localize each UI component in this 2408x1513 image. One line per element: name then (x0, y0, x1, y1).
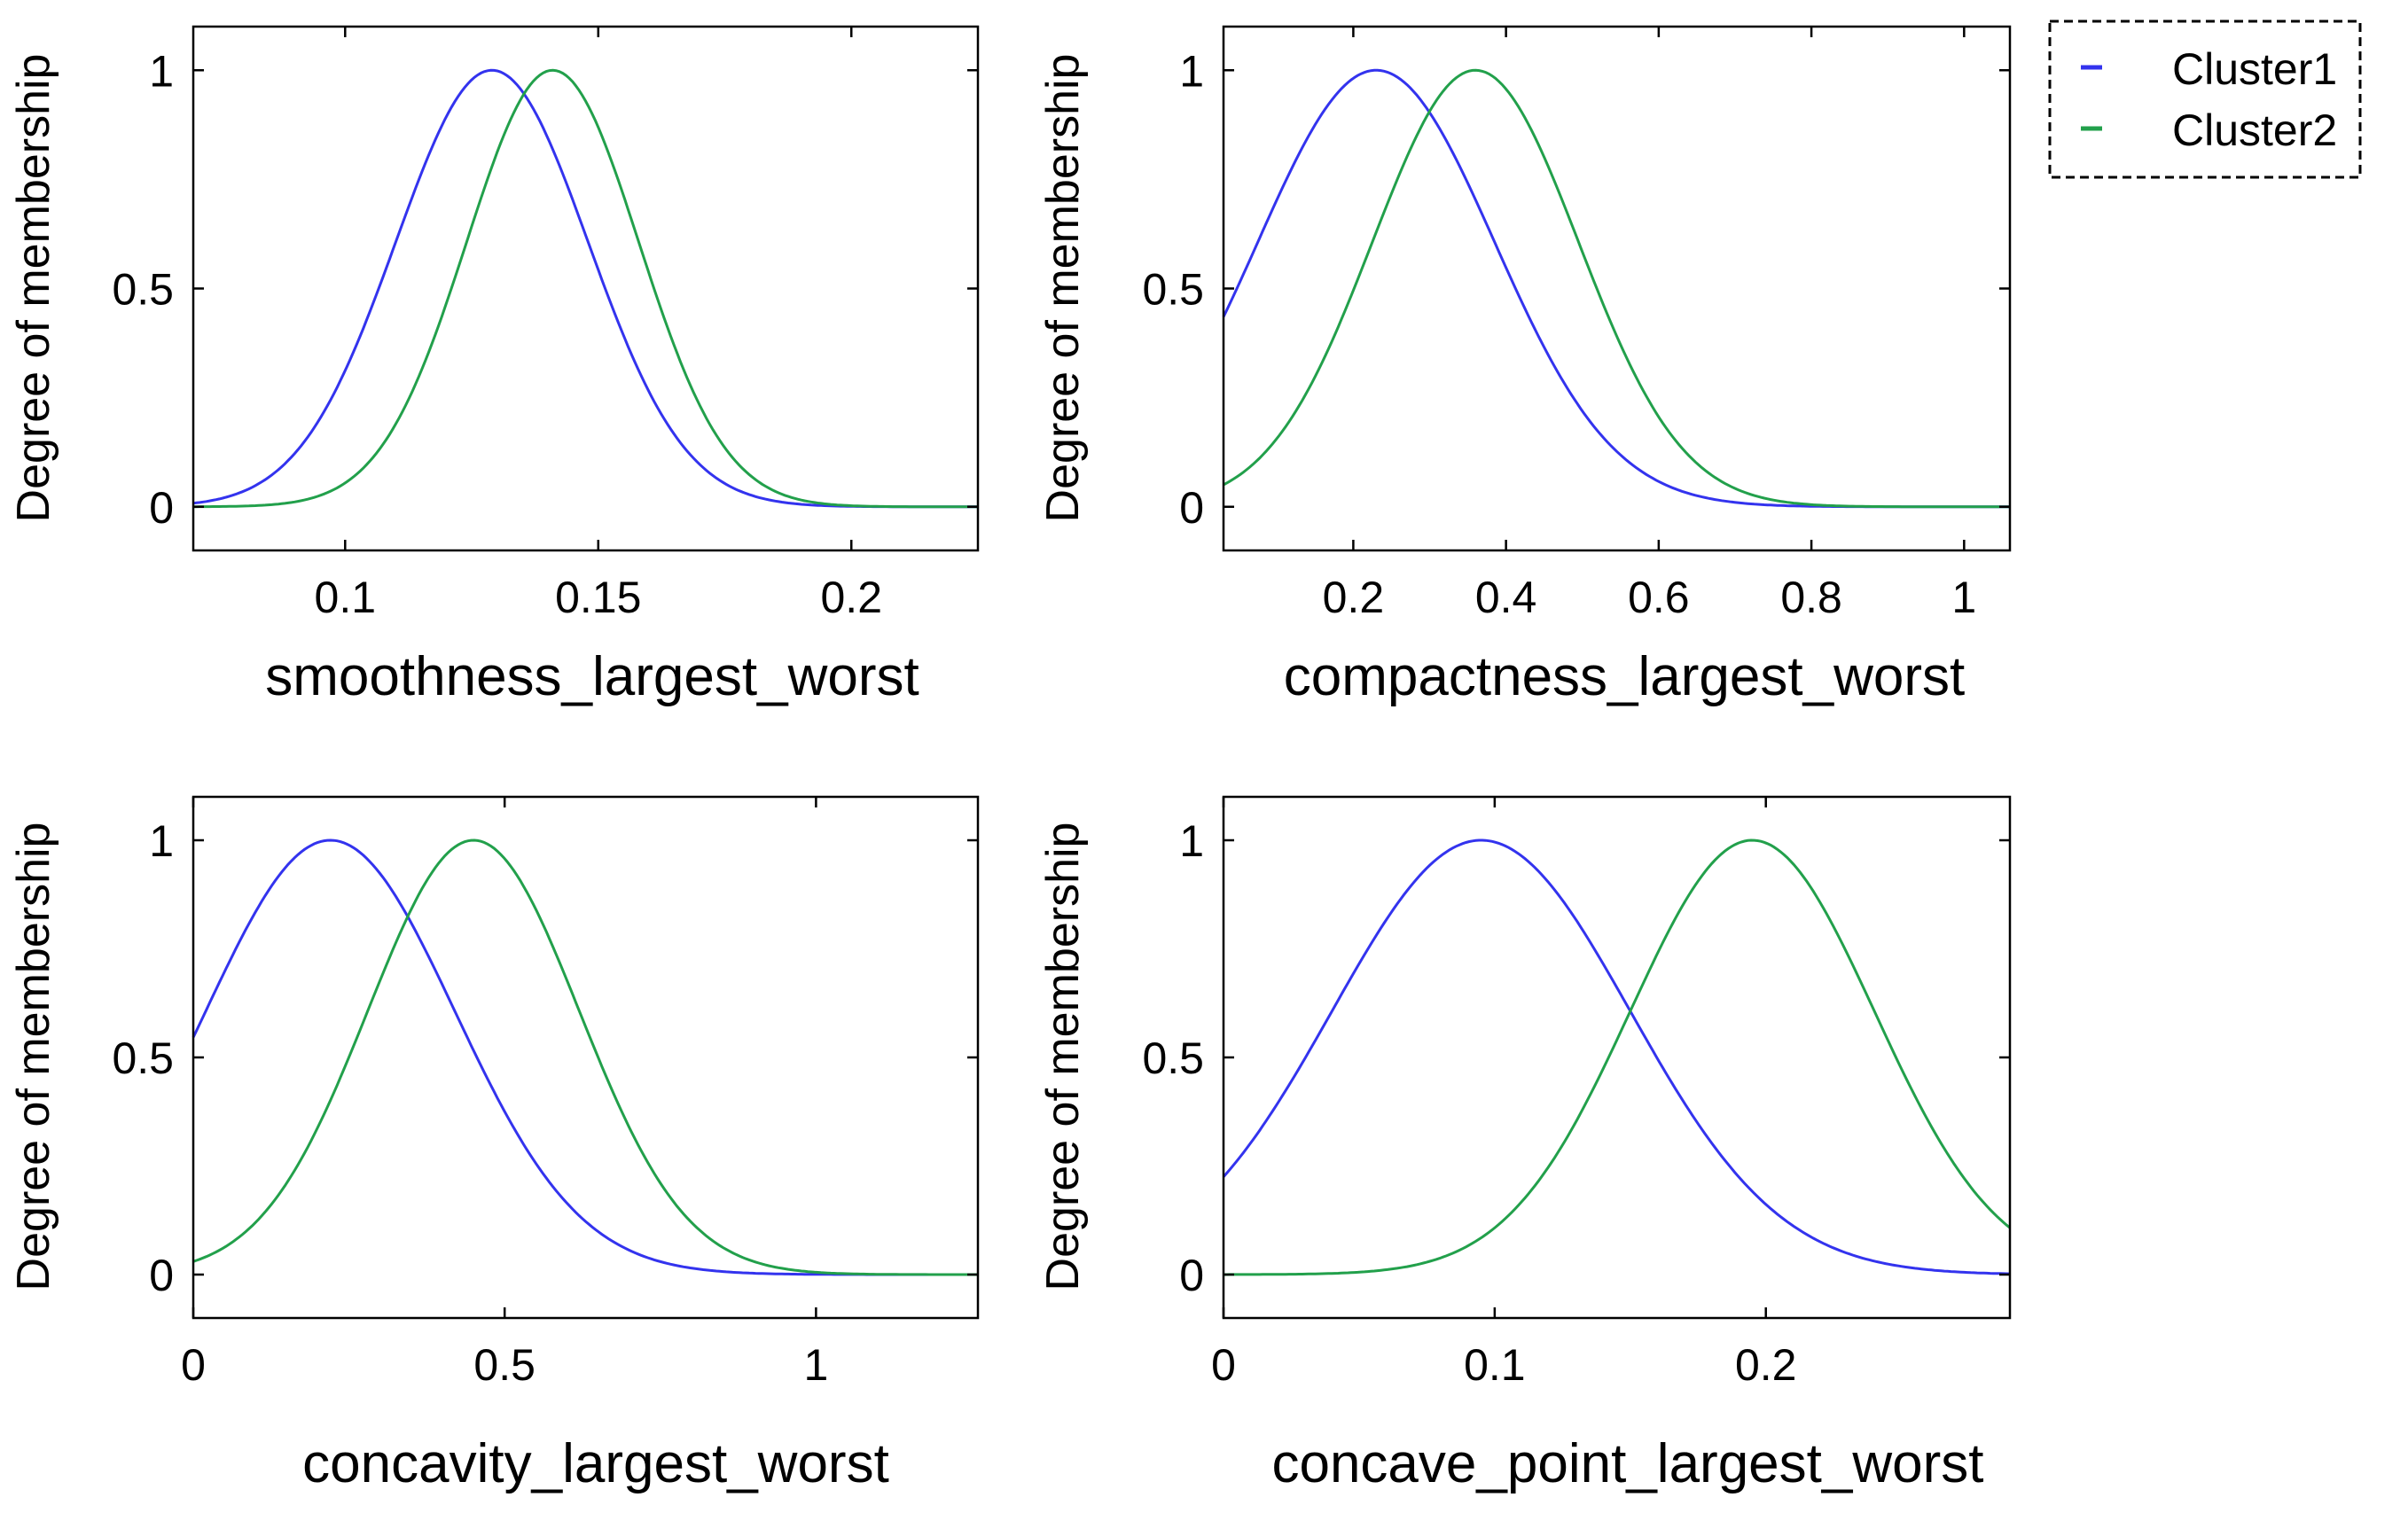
x-tick-label: 0 (181, 1340, 206, 1390)
x-tick-label: 1 (1951, 573, 1976, 622)
plot-frame (1222, 795, 2012, 1320)
y-tick-label: 1 (149, 46, 174, 96)
series-line-cluster2 (193, 68, 978, 509)
series-line-cluster2 (192, 838, 978, 1276)
x-tick-label: 0.8 (1780, 573, 1842, 622)
panel-concavity: 0 0.5 1 0 0.5 1 Degree of membership concavit… (8, 795, 980, 1494)
x-tick-label: 0.4 (1475, 573, 1537, 622)
x-tick-label: 0.2 (1323, 573, 1385, 622)
y-axis-label: Degree of membership (8, 823, 59, 1291)
y-tick-label: 0 (1179, 483, 1204, 533)
panel-concave-point: 0 0.1 0.2 0 0.5 1 Degree of membership concav… (1037, 795, 2012, 1494)
x-tick-label: 0 (1211, 1340, 1236, 1390)
legend: Cluster1 Cluster2 (2048, 19, 2362, 179)
x-axis-label: concavity_largest_worst (302, 1433, 889, 1494)
x-tick-label: 0.1 (315, 573, 377, 622)
y-tick-label: 0.5 (112, 1033, 174, 1083)
y-tick-label: 1 (1179, 46, 1204, 96)
x-axis-label: compactness_largest_worst (1284, 646, 1965, 707)
x-tick-label: 0.1 (1464, 1340, 1526, 1390)
panel-smoothness: 0.1 0.15 0.2 0 0.5 1 Degree of membership smo… (8, 25, 980, 707)
x-tick-label: 0.6 (1628, 573, 1690, 622)
x-tick-label: 0.2 (1735, 1340, 1797, 1390)
x-axis-label: smoothness_largest_worst (265, 646, 919, 707)
series-line-cluster1 (1222, 838, 2011, 1275)
x-tick-label: 1 (803, 1340, 828, 1390)
series-line-cluster2 (1224, 838, 2011, 1276)
y-tick-label: 0.5 (112, 265, 174, 315)
y-tick-label: 0 (1179, 1251, 1204, 1300)
y-tick-label: 1 (149, 816, 174, 866)
y-tick-label: 1 (1179, 816, 1204, 866)
x-axis-label: concave_point_largest_worst (1271, 1433, 1983, 1494)
y-tick-label: 0 (149, 1251, 174, 1300)
y-tick-label: 0.5 (1142, 265, 1204, 315)
y-axis-label: Degree of membership (1037, 54, 1089, 523)
x-tick-label: 0.2 (821, 573, 883, 622)
legend-box (2048, 19, 2362, 179)
legend-label-cluster1: Cluster1 (2172, 44, 2337, 94)
plot-frame (1222, 25, 2012, 552)
y-axis-label: Degree of membership (1037, 823, 1089, 1291)
panel-compactness: 0.2 0.4 0.6 0.8 100.51 Degree of membership … (1037, 25, 2012, 707)
series-line-cluster1 (192, 68, 978, 509)
plot-frame (192, 795, 980, 1320)
legend-label-cluster2: Cluster2 (2172, 105, 2337, 155)
x-tick-label: 0.5 (473, 1340, 536, 1390)
series-line-cluster1 (192, 838, 978, 1276)
x-tick-label: 0.15 (555, 573, 641, 622)
y-axis-label: Degree of membership (8, 54, 59, 523)
y-tick-label: 0.5 (1142, 1033, 1204, 1083)
y-tick-label: 0 (149, 483, 174, 533)
plot-frame (192, 25, 980, 552)
series-line-cluster2 (1223, 68, 2010, 509)
series-line-cluster1 (1222, 68, 2010, 509)
